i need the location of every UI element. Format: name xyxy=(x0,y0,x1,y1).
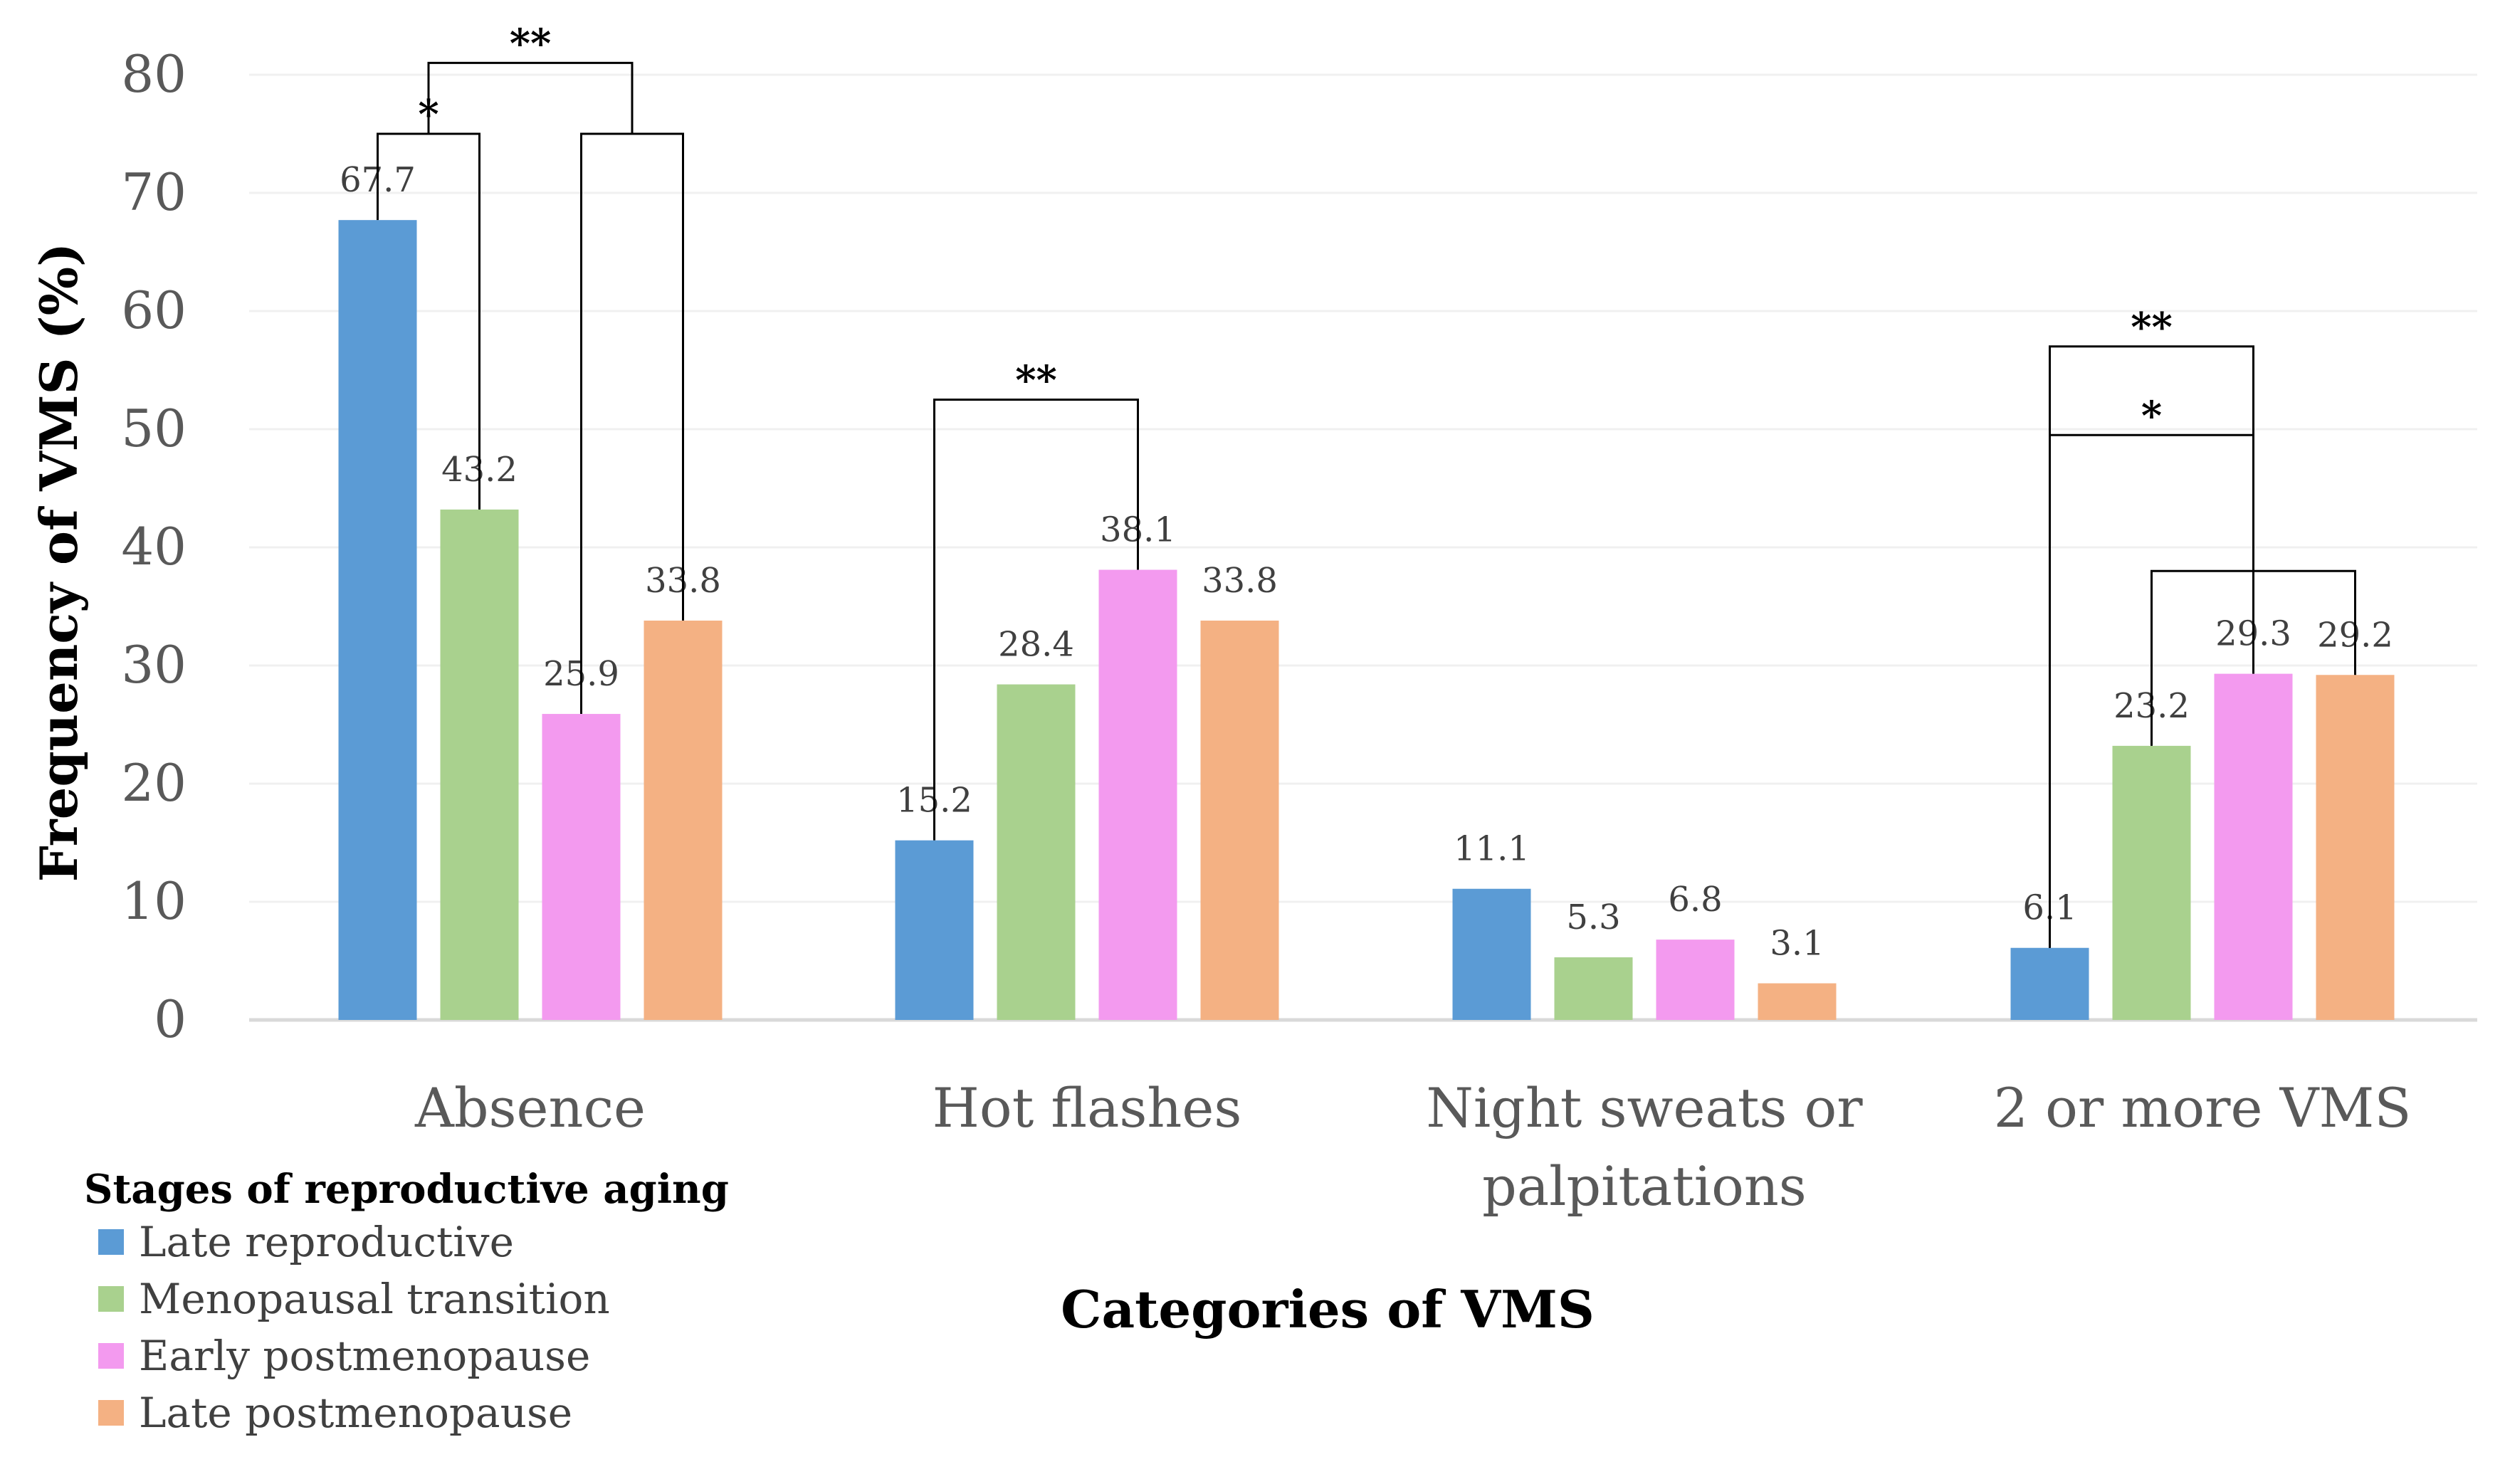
y-axis: 0 10 20 30 40 50 60 70 80 xyxy=(121,44,187,1049)
significance-marker: * xyxy=(2141,392,2162,439)
bar xyxy=(644,621,723,1020)
y-tick-label: 40 xyxy=(121,517,187,577)
y-tick-label: 20 xyxy=(121,753,187,813)
bar xyxy=(542,714,621,1020)
bar xyxy=(2316,675,2395,1020)
legend-swatch xyxy=(98,1229,124,1255)
legend-label: Late reproductive xyxy=(139,1218,514,1266)
significance-marker: ** xyxy=(510,20,552,67)
data-label: 5.3 xyxy=(1566,898,1620,937)
data-label: 28.4 xyxy=(998,625,1074,665)
y-tick-label: 0 xyxy=(154,989,187,1049)
legend-label: Late postmenopause xyxy=(139,1389,572,1437)
legend: Stages of reproductive aging Late reprod… xyxy=(84,1166,729,1437)
significance-marker: ** xyxy=(2131,304,2173,351)
y-tick-label: 30 xyxy=(121,635,187,695)
legend-title: Stages of reproductive aging xyxy=(84,1166,729,1213)
significance-bracket xyxy=(429,63,632,134)
category-label: palpitations xyxy=(1482,1154,1807,1218)
bar xyxy=(2011,948,2089,1020)
bar xyxy=(1758,984,1837,1020)
category-label: Night sweats or xyxy=(1426,1076,1863,1140)
y-tick-label: 60 xyxy=(121,280,187,340)
bar xyxy=(1555,957,1633,1020)
bars: 67.715.211.16.143.228.45.323.225.938.16.… xyxy=(339,160,2395,1020)
bar xyxy=(441,510,519,1020)
vms-frequency-chart: 01020304050607080 67.715.211.16.143.228.… xyxy=(0,0,2505,1484)
bar xyxy=(339,220,417,1020)
y-axis-title: Frequency of VMS (%) xyxy=(28,243,89,882)
legend-swatch xyxy=(98,1286,124,1312)
bar xyxy=(896,841,974,1020)
bar xyxy=(2113,746,2191,1020)
significance-marker: ** xyxy=(1015,357,1057,404)
bar xyxy=(997,685,1076,1020)
legend-swatch xyxy=(98,1400,124,1426)
y-tick-label: 80 xyxy=(121,44,187,104)
bar xyxy=(2215,674,2293,1020)
legend-label: Menopausal transition xyxy=(139,1275,610,1323)
y-tick-label: 10 xyxy=(121,871,187,931)
legend-swatch xyxy=(98,1343,124,1369)
data-label: 33.8 xyxy=(1202,561,1278,601)
bar xyxy=(1099,570,1177,1020)
y-tick-label: 70 xyxy=(121,162,187,222)
bar xyxy=(1201,621,1279,1020)
category-label: 2 or more VMS xyxy=(1994,1076,2412,1140)
x-axis-title: Categories of VMS xyxy=(1061,1279,1595,1340)
category-label: Hot flashes xyxy=(933,1076,1242,1140)
y-tick-label: 50 xyxy=(121,399,187,458)
data-label: 6.8 xyxy=(1668,880,1722,920)
legend-label: Early postmenopause xyxy=(139,1332,590,1380)
category-label: Absence xyxy=(414,1076,646,1140)
data-label: 11.1 xyxy=(1454,829,1530,869)
data-label: 3.1 xyxy=(1770,924,1824,964)
bar xyxy=(1656,940,1735,1020)
bar xyxy=(1453,889,1531,1020)
